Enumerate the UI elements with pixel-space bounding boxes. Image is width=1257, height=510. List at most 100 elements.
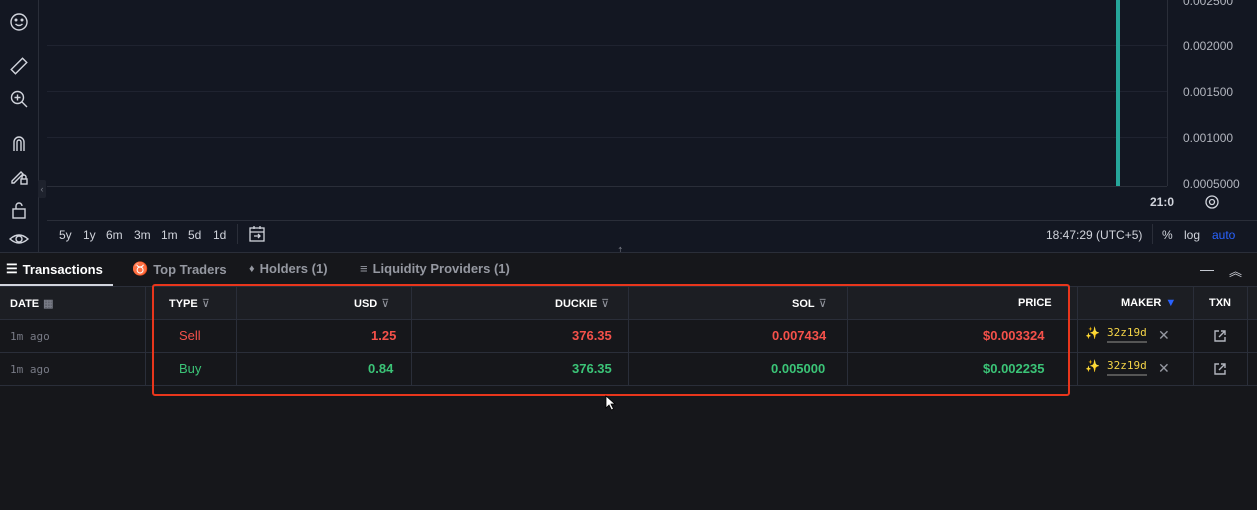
collapse-toolbar-button[interactable]: ‹ — [38, 180, 46, 198]
gridline — [47, 137, 1167, 138]
tab-label: Liquidity Providers (1) — [372, 261, 510, 276]
cell-usd: 1.25 — [371, 328, 397, 343]
candle — [1116, 0, 1120, 186]
column-divider — [1247, 287, 1248, 385]
cell-sol: 0.005000 — [771, 361, 826, 376]
time-axis[interactable] — [47, 186, 1167, 217]
period-1d[interactable]: 1d — [213, 228, 227, 242]
column-header-usd[interactable]: USD ⊽ — [354, 297, 390, 311]
price-label: 0.001000 — [1183, 131, 1234, 145]
divider — [0, 286, 1257, 287]
lines-icon: ≡ — [360, 261, 368, 276]
column-divider — [628, 287, 629, 385]
cell-usd: 0.84 — [368, 361, 394, 376]
cell-date: 1m ago — [10, 363, 50, 376]
tab-label: Transactions — [22, 261, 103, 277]
maker-address-link[interactable]: 32z19d — [1107, 326, 1147, 343]
maker-address-link[interactable]: 32z19d — [1107, 359, 1147, 376]
price-label: 0.002000 — [1183, 39, 1234, 53]
clock-display[interactable]: 18:47:29 (UTC+5) — [1046, 228, 1143, 242]
resize-handle-icon[interactable]: ↕ — [617, 242, 624, 257]
cell-duckie: 376.35 — [572, 361, 612, 376]
ruler-icon[interactable] — [7, 54, 31, 78]
auto-scale-toggle[interactable]: auto — [1212, 228, 1236, 242]
log-scale-toggle[interactable]: log — [1184, 228, 1201, 242]
row-divider — [0, 385, 1257, 386]
active-tab-indicator — [0, 284, 113, 286]
tab-transactions[interactable]: ☰ Transactions — [6, 261, 103, 277]
column-header-duckie[interactable]: DUCKIE ⊽ — [555, 297, 610, 311]
column-header-type[interactable]: TYPE ⊽ — [169, 297, 210, 311]
list-icon: ☰ — [6, 261, 18, 276]
period-6m[interactable]: 6m — [106, 228, 123, 242]
lock-drawing-icon[interactable] — [7, 164, 31, 188]
filter-icon[interactable]: ⊽ — [818, 298, 827, 310]
sprout-icon: ✨ — [1085, 359, 1100, 373]
sprout-icon: ✨ — [1085, 326, 1100, 340]
price-label: 0.0005000 — [1183, 177, 1240, 191]
cell-date: 1m ago — [10, 330, 50, 343]
close-icon[interactable]: ✕ — [1158, 360, 1170, 376]
calendar-icon[interactable]: ▦ — [43, 298, 54, 310]
column-divider — [411, 287, 412, 385]
column-header-maker[interactable]: MAKER ▼ — [1121, 297, 1177, 309]
magnet-icon[interactable] — [7, 131, 31, 155]
tab-top-traders[interactable]: ♉ Top Traders — [132, 261, 227, 277]
cell-price: $0.003324 — [983, 328, 1045, 343]
period-5y[interactable]: 5y — [59, 228, 72, 242]
cell-type: Sell — [179, 328, 201, 343]
period-1y[interactable]: 1y — [83, 228, 96, 242]
divider — [237, 224, 238, 244]
divider — [1152, 224, 1153, 244]
time-axis-label: 21:0 — [1150, 195, 1175, 209]
column-header-price[interactable]: PRICE — [1018, 297, 1052, 309]
gridline — [47, 91, 1167, 92]
filter-icon[interactable]: ⊽ — [201, 298, 210, 310]
row-divider — [0, 352, 1257, 353]
period-5d[interactable]: 5d — [188, 228, 202, 242]
tab-liquidity-providers[interactable]: ≡ Liquidity Providers (1) — [360, 261, 510, 276]
cell-price: $0.002235 — [983, 361, 1045, 376]
column-divider — [236, 287, 237, 385]
filter-icon[interactable]: ⊽ — [601, 298, 610, 310]
emoji-icon[interactable] — [7, 10, 31, 34]
maximize-panel-icon[interactable]: ︽ — [1229, 264, 1243, 279]
column-divider — [1193, 287, 1194, 385]
zoom-in-icon[interactable] — [7, 87, 31, 111]
period-1m[interactable]: 1m — [161, 228, 178, 242]
diamond-icon: ♦ — [249, 262, 255, 275]
unlock-icon[interactable] — [7, 198, 31, 222]
price-label: 0.002500 — [1183, 0, 1234, 8]
price-chart[interactable] — [47, 0, 1167, 186]
mouse-cursor-icon — [605, 395, 617, 411]
date-range-icon[interactable] — [248, 225, 266, 248]
filter-active-icon[interactable]: ▼ — [1165, 297, 1177, 309]
cell-type: Buy — [179, 361, 202, 376]
minimize-panel-icon[interactable]: — — [1200, 261, 1214, 277]
highlight-box — [152, 284, 1070, 396]
period-3m[interactable]: 3m — [134, 228, 151, 242]
column-divider — [847, 287, 848, 385]
chart-settings-icon[interactable] — [1204, 194, 1220, 215]
price-label: 0.001500 — [1183, 85, 1234, 99]
medal-icon: ♉ — [132, 261, 149, 276]
gridline — [47, 45, 1167, 46]
cell-sol: 0.007434 — [772, 328, 827, 343]
column-divider — [1077, 287, 1078, 385]
drawing-toolbar — [0, 0, 39, 252]
tab-holders[interactable]: ♦ Holders (1) — [249, 261, 328, 276]
column-header-sol[interactable]: SOL ⊽ — [792, 297, 827, 311]
period-bar — [47, 220, 1257, 251]
external-link-icon[interactable] — [1213, 362, 1227, 376]
filter-icon[interactable]: ⊽ — [381, 298, 390, 310]
column-header-txn: TXN — [1209, 297, 1231, 309]
external-link-icon[interactable] — [1213, 329, 1227, 343]
column-divider — [145, 287, 146, 385]
cell-duckie: 376.35 — [572, 328, 612, 343]
tab-label: Top Traders — [153, 261, 227, 277]
percent-scale-toggle[interactable]: % — [1162, 228, 1173, 242]
eye-icon[interactable] — [7, 227, 31, 251]
close-icon[interactable]: ✕ — [1158, 327, 1170, 343]
price-axis[interactable] — [1167, 0, 1257, 186]
column-header-date[interactable]: DATE ▦ — [10, 297, 54, 311]
